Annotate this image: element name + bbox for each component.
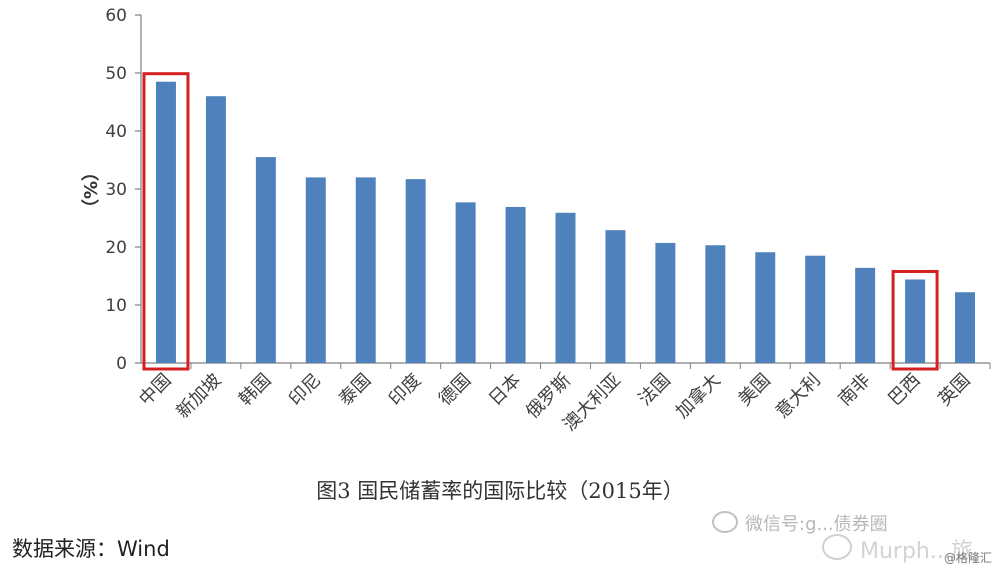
- watermark-wechat: 微信号:g...债券圈: [745, 514, 888, 535]
- bar: [905, 279, 926, 363]
- y-tick-label: 60: [105, 6, 127, 26]
- x-tick-label: 韩国: [235, 370, 275, 410]
- y-tick-label: 40: [105, 122, 127, 142]
- bar: [705, 245, 726, 363]
- y-tick-label: 50: [105, 64, 127, 84]
- wechat-icon: [712, 511, 738, 533]
- x-tick-label: 日本: [485, 370, 525, 410]
- x-tick-label: 加拿大: [671, 369, 725, 423]
- y-axis-label: （%）: [81, 163, 102, 217]
- y-tick-label: 20: [105, 238, 127, 258]
- bar: [955, 292, 976, 363]
- highlight-box: [142, 72, 190, 371]
- highlight-box: [891, 269, 939, 371]
- chart-caption: 图3 国民储蓄率的国际比较（2015年）: [316, 479, 684, 503]
- highlight-boxes: [142, 72, 939, 371]
- y-ticks: 0 10 20 30 40 50 60: [105, 6, 141, 374]
- bar: [155, 81, 176, 363]
- x-tick-label: 南非: [834, 370, 874, 410]
- y-tick-label: 10: [105, 296, 127, 316]
- x-tick-label: 英国: [934, 370, 974, 410]
- x-tick-label: 美国: [734, 370, 774, 410]
- bar: [205, 96, 226, 363]
- bar: [805, 255, 826, 363]
- x-tick-label: 印度: [385, 370, 425, 410]
- x-tick-label: 法国: [635, 370, 675, 410]
- bar: [355, 177, 376, 363]
- y-tick-label: 0: [116, 354, 127, 374]
- y-tick-label: 30: [105, 180, 127, 200]
- bar: [505, 206, 526, 363]
- data-source: 数据来源：Wind: [12, 537, 170, 561]
- bars: [155, 81, 976, 363]
- bar: [555, 212, 576, 363]
- bar: [405, 179, 426, 363]
- x-tick-label: 印尼: [285, 370, 325, 410]
- bar: [305, 177, 326, 363]
- x-tick-label: 巴西: [884, 370, 924, 410]
- x-tick-label: 泰国: [335, 370, 375, 410]
- bar: [605, 230, 626, 363]
- x-tick-label: 中国: [135, 370, 175, 410]
- watermark-gelonghui: @格隆汇: [943, 551, 992, 565]
- x-tick-label: 德国: [435, 370, 475, 410]
- weibo-icon: [822, 534, 852, 560]
- x-tick-label: 新加坡: [172, 370, 225, 423]
- bar: [455, 202, 476, 363]
- bar: [755, 252, 776, 363]
- bar: [255, 157, 276, 363]
- bar: [855, 267, 876, 363]
- bar: [655, 242, 676, 363]
- x-tick-label: 意大利: [772, 370, 825, 423]
- watermark-author: Murph...旅: [860, 539, 973, 564]
